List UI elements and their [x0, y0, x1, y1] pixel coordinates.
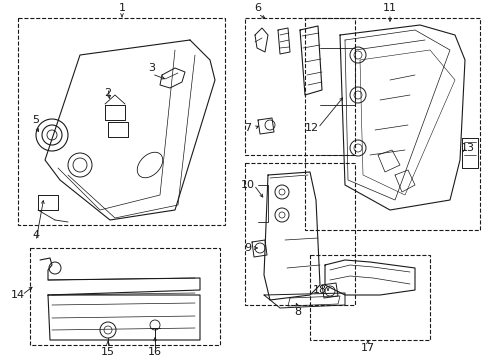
- Bar: [309, 255, 429, 340]
- Text: 18: 18: [312, 285, 326, 295]
- Bar: [30, 248, 220, 345]
- Text: 1: 1: [118, 3, 125, 13]
- Text: 12: 12: [305, 123, 318, 133]
- Text: 13: 13: [460, 143, 474, 153]
- Text: 6: 6: [254, 3, 261, 13]
- Text: 14: 14: [11, 290, 25, 300]
- Text: 16: 16: [148, 347, 162, 357]
- Text: 5: 5: [32, 115, 40, 125]
- Text: 3: 3: [148, 63, 155, 73]
- Bar: [305, 18, 479, 230]
- Text: 9: 9: [244, 243, 251, 253]
- Bar: [244, 163, 354, 305]
- Text: 10: 10: [241, 180, 254, 190]
- Text: 4: 4: [32, 230, 40, 240]
- Text: 2: 2: [104, 88, 111, 98]
- Text: 15: 15: [101, 347, 115, 357]
- Text: 11: 11: [382, 3, 396, 13]
- Bar: [244, 18, 354, 155]
- Text: 7: 7: [244, 123, 251, 133]
- Text: 8: 8: [294, 307, 301, 317]
- Text: 17: 17: [360, 343, 374, 353]
- Bar: [18, 18, 224, 225]
